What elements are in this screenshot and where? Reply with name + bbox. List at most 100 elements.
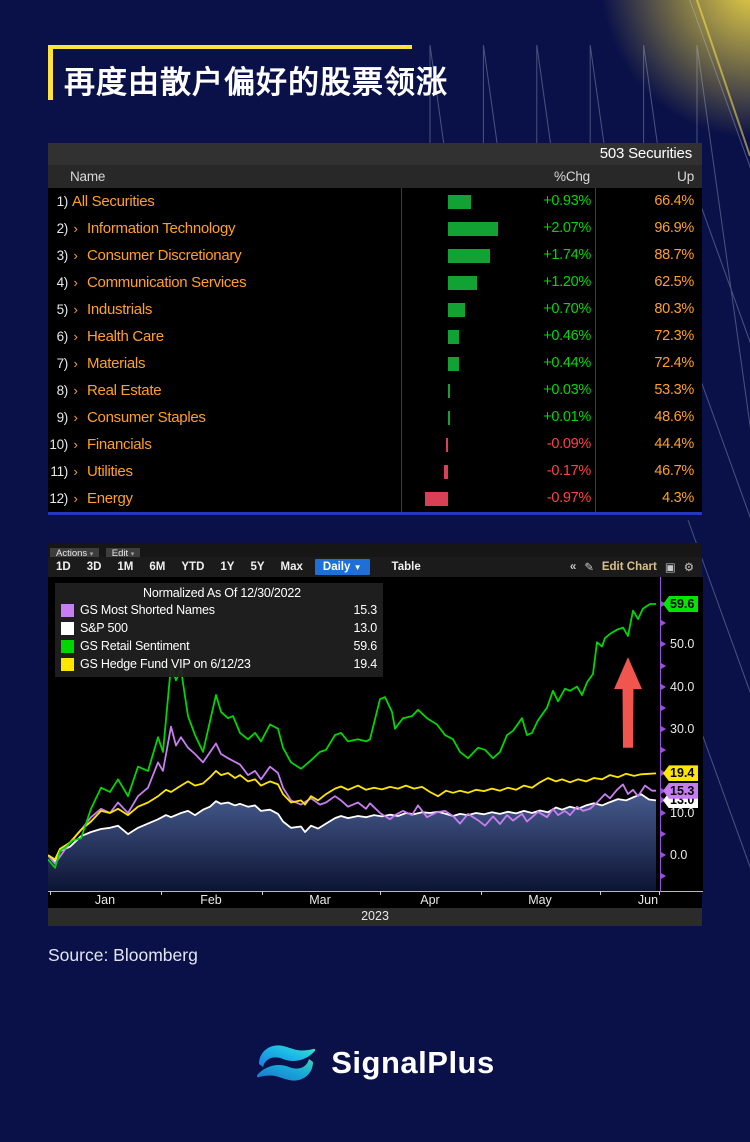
- expand-chevron-icon[interactable]: ›: [73, 464, 78, 479]
- column-header-up[interactable]: Up: [677, 169, 694, 184]
- column-header-name[interactable]: Name: [70, 169, 106, 184]
- row-number: 2): [56, 221, 69, 236]
- chg-bar-cell: +1.20%: [401, 269, 595, 296]
- chg-bar: [448, 221, 499, 236]
- period-button-1m[interactable]: 1M: [117, 561, 134, 573]
- axis-value-badge: 19.4: [663, 765, 699, 782]
- table-row[interactable]: 3) › Consumer Discretionary +1.74% 88.7%: [48, 242, 702, 269]
- table-row[interactable]: 7) › Materials +0.44% 72.4%: [48, 350, 702, 377]
- sector-name: Utilities: [87, 463, 133, 480]
- chg-value: +1.20%: [543, 274, 591, 290]
- axis-tick: [661, 852, 666, 859]
- chg-bar: [448, 356, 459, 371]
- edit-chart-button[interactable]: Edit Chart: [601, 561, 657, 573]
- table-row[interactable]: 5) › Industrials +0.70% 80.3%: [48, 296, 702, 323]
- chg-bar: [448, 329, 460, 344]
- securities-table: 503 Securities Name %Chg Up 1) All Securi…: [48, 143, 702, 515]
- chg-bar-cell: +1.74%: [401, 242, 595, 269]
- legend-item[interactable]: GS Hedge Fund VIP on 6/12/23 19.4: [61, 655, 377, 673]
- sector-name: Communication Services: [87, 274, 247, 291]
- row-number: 7): [56, 356, 69, 371]
- expand-chevron-icon[interactable]: ›: [73, 329, 78, 344]
- expand-chevron-icon[interactable]: ›: [73, 248, 78, 263]
- period-button-5y[interactable]: 5Y: [250, 561, 265, 573]
- expand-chevron-icon[interactable]: ›: [73, 356, 78, 371]
- table-title: 503 Securities: [48, 143, 702, 165]
- collapse-icon[interactable]: «: [569, 561, 577, 573]
- sector-name: Consumer Discretionary: [87, 247, 242, 264]
- period-button-1y[interactable]: 1Y: [220, 561, 235, 573]
- row-number: 5): [56, 302, 69, 317]
- table-row[interactable]: 6) › Health Care +0.46% 72.3%: [48, 323, 702, 350]
- expand-chevron-icon[interactable]: ›: [73, 302, 78, 317]
- up-percent-value: 80.3%: [595, 296, 702, 323]
- chg-bar: [448, 194, 471, 209]
- axis-value-badge: 59.6: [663, 596, 699, 612]
- time-axis-tick: [161, 891, 162, 895]
- chg-bar: [448, 248, 491, 263]
- year-label-strip: 2023: [48, 908, 702, 926]
- month-label: Jan: [94, 893, 116, 907]
- period-button-3d[interactable]: 3D: [86, 561, 102, 573]
- axis-tick-label: 10.0: [670, 806, 695, 820]
- legend-item[interactable]: GS Most Shorted Names 15.3: [61, 601, 377, 619]
- table-body: 1) All Securities +0.93% 66.4% 2) › Informatio…: [48, 188, 702, 512]
- chg-bar: [448, 302, 465, 317]
- toolbar-right-icons: « ✎ Edit Chart ▣ ⚙: [570, 560, 702, 574]
- expand-chevron-icon[interactable]: ›: [73, 221, 78, 236]
- legend-item[interactable]: GS Retail Sentiment 59.6: [61, 637, 377, 655]
- table-row[interactable]: 12) › Energy -0.97% 4.3%: [48, 485, 702, 512]
- table-row[interactable]: 2) › Information Technology +2.07% 96.9%: [48, 215, 702, 242]
- expand-chevron-icon[interactable]: ›: [73, 437, 78, 452]
- frequency-dropdown[interactable]: Daily ▼: [314, 559, 370, 575]
- table-row[interactable]: 10) › Financials -0.09% 44.4%: [48, 431, 702, 458]
- title-accent-bar: [48, 45, 53, 100]
- chart-settings-icon[interactable]: ▣: [664, 562, 676, 574]
- pencil-icon[interactable]: ✎: [584, 562, 594, 574]
- row-number: 10): [49, 437, 68, 452]
- line-chart: [47, 603, 657, 891]
- chg-value: -0.09%: [546, 436, 591, 452]
- row-number: 8): [56, 383, 69, 398]
- up-arrow-annotation: [614, 657, 642, 748]
- time-axis-tick: [262, 891, 263, 895]
- expand-chevron-icon[interactable]: ›: [73, 383, 78, 398]
- column-header-chg[interactable]: %Chg: [554, 169, 590, 184]
- table-row[interactable]: 4) › Communication Services +1.20% 62.5%: [48, 269, 702, 296]
- year-label: 2023: [361, 909, 389, 923]
- period-button-ytd[interactable]: YTD: [181, 561, 205, 573]
- table-row[interactable]: 8) › Real Estate +0.03% 53.3%: [48, 377, 702, 404]
- chg-bar-cell: -0.17%: [401, 458, 595, 485]
- sector-name: Energy: [87, 490, 133, 507]
- expand-chevron-icon[interactable]: ›: [73, 491, 78, 506]
- chg-bar: [448, 275, 478, 290]
- chg-bar: [443, 464, 448, 479]
- gear-icon[interactable]: ⚙: [683, 562, 694, 574]
- table-view-button[interactable]: Table: [391, 561, 421, 573]
- brand-name: SignalPlus: [331, 1045, 495, 1080]
- series-line-most_shorted: [47, 725, 656, 865]
- table-row[interactable]: 11) › Utilities -0.17% 46.7%: [48, 458, 702, 485]
- axis-value-badge: 15.3: [663, 782, 699, 799]
- legend-swatch: [61, 603, 74, 617]
- series-line-retail: [47, 603, 656, 869]
- table-header-row: Name %Chg Up: [48, 165, 702, 188]
- row-number: 9): [56, 410, 69, 425]
- month-label: Jun: [637, 893, 659, 907]
- period-button-6m[interactable]: 6M: [149, 561, 166, 573]
- series-line-sp500: [47, 793, 657, 863]
- legend-series-value: 19.4: [353, 657, 377, 671]
- period-button-max[interactable]: Max: [280, 561, 303, 573]
- expand-chevron-icon[interactable]: ›: [73, 410, 78, 425]
- chart-toolbar: 1D 3D 1M 6M YTD 1Y 5Y Max Daily ▼ Table « ✎ Edi…: [48, 557, 702, 577]
- up-percent-value: 44.4%: [595, 431, 702, 458]
- sector-name: Materials: [87, 355, 146, 372]
- chg-value: +0.03%: [543, 382, 591, 398]
- expand-chevron-icon[interactable]: ›: [73, 275, 78, 290]
- table-row[interactable]: 1) All Securities +0.93% 66.4%: [48, 188, 702, 215]
- legend-series-value: 59.6: [353, 639, 377, 653]
- legend-item[interactable]: S&P 500 13.0: [61, 619, 377, 637]
- table-row[interactable]: 9) › Consumer Staples +0.01% 48.6%: [48, 404, 702, 431]
- period-button-1d[interactable]: 1D: [56, 561, 71, 573]
- axis-tick-label: 30.0: [670, 721, 695, 736]
